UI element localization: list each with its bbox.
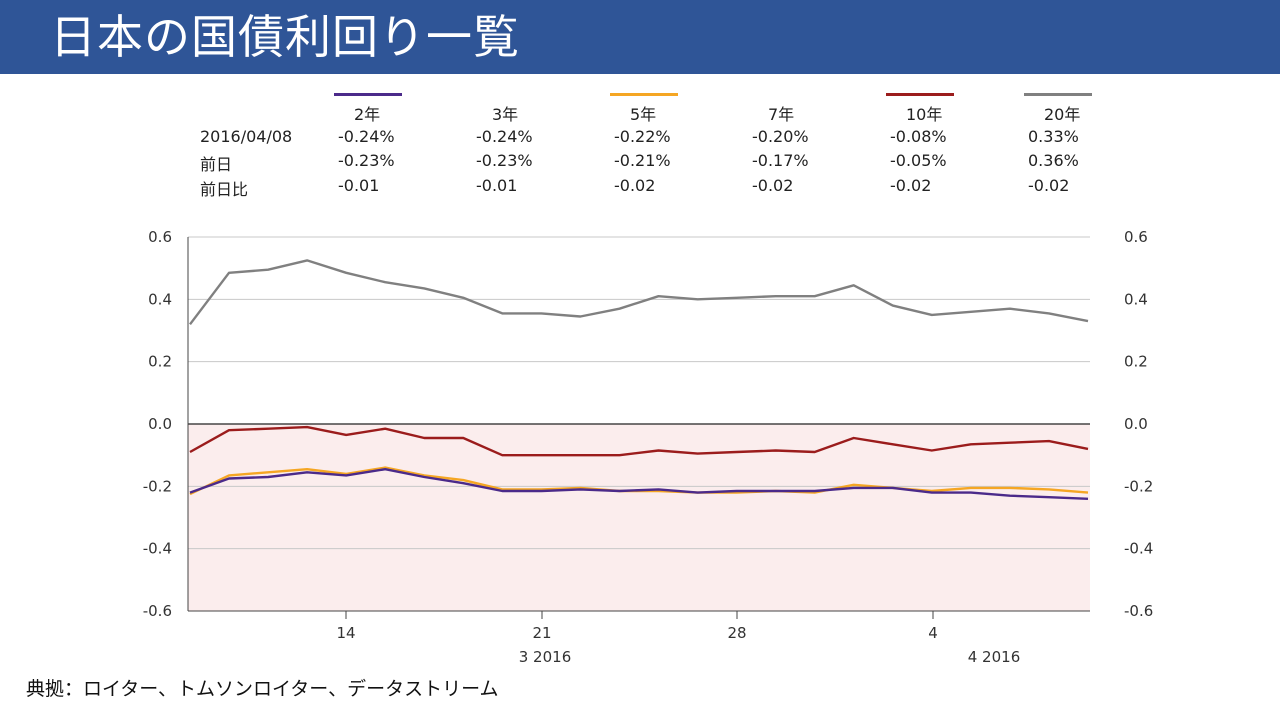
x-tick-label: 28 <box>727 624 746 642</box>
y-tick-label-left: 0.2 <box>148 353 172 371</box>
legend-series-name: 10年 <box>906 105 943 124</box>
yield-chart: 0.6 0.6 0.4 0.4 0.2 0.2 0.0 0.0 -0.2 -0.2 -0.4 -0.4… <box>143 228 1154 666</box>
y-tick-label-left: 0.4 <box>148 290 172 308</box>
legend-cell: 0.33% <box>1028 127 1079 146</box>
x-tick-label: 21 <box>532 624 551 642</box>
y-tick-label-left: -0.2 <box>143 477 172 495</box>
y-tick-label-left: -0.4 <box>143 540 172 558</box>
legend-cell: -0.02 <box>752 176 794 195</box>
legend-series-name: 20年 <box>1044 105 1081 124</box>
legend-cell: -0.08% <box>890 127 947 146</box>
legend-cell: -0.02 <box>890 176 932 195</box>
x-tick-label: 14 <box>336 624 355 642</box>
y-tick-label-right: -0.6 <box>1124 602 1153 620</box>
legend-series-name: 5年 <box>630 105 657 124</box>
legend-swatch <box>610 93 678 96</box>
y-tick-label-right: 0.6 <box>1124 228 1148 246</box>
legend-cell: -0.22% <box>614 127 671 146</box>
legend-cell: -0.20% <box>752 127 809 146</box>
negative-region <box>188 424 1090 611</box>
y-tick-label-left: -0.6 <box>143 602 172 620</box>
series-line <box>189 468 1089 500</box>
legend-cell: -0.01 <box>476 176 518 195</box>
page-title: 日本の国債利回り一覧 <box>50 10 520 64</box>
y-tick-label-right: 0.0 <box>1124 415 1148 433</box>
y-tick-label-right: 0.2 <box>1124 353 1148 371</box>
legend-series-name: 3年 <box>492 105 519 124</box>
legend-cell: -0.17% <box>752 151 809 170</box>
title-bar: 日本の国債利回り一覧 <box>0 0 1280 74</box>
month-label: 4 2016 <box>968 648 1021 666</box>
series-line <box>189 259 1089 326</box>
legend-cell: -0.24% <box>476 127 533 146</box>
legend-cell: 0.36% <box>1028 151 1079 170</box>
legend-series-name: 2年 <box>354 105 381 124</box>
legend-cell: -0.01 <box>338 176 380 195</box>
legend-row-label: 前日比 <box>200 180 249 199</box>
y-tick-label-right: -0.2 <box>1124 477 1153 495</box>
y-tick-label-left: 0.6 <box>148 228 172 246</box>
legend-row-label: 前日 <box>200 155 233 174</box>
legend-cell: -0.23% <box>476 151 533 170</box>
legend-cell: -0.05% <box>890 151 947 170</box>
legend-cell: -0.24% <box>338 127 395 146</box>
legend-swatch <box>886 93 954 96</box>
legend-series-name: 7年 <box>768 105 795 124</box>
legend-table: 2年 3年 5年 7年 10年 20年 2016/04/08 -0.24% -0.24% -0.2… <box>0 0 1280 210</box>
y-tick-label-right: -0.4 <box>1124 540 1153 558</box>
y-tick-label-left: 0.0 <box>148 415 172 433</box>
month-label: 3 2016 <box>519 648 572 666</box>
legend-cell: -0.02 <box>614 176 656 195</box>
legend-swatch <box>334 93 402 96</box>
legend-row-label: 2016/04/08 <box>200 127 293 146</box>
legend-swatch <box>1024 93 1092 96</box>
y-tick-label-right: 0.4 <box>1124 290 1148 308</box>
legend-cell: -0.23% <box>338 151 395 170</box>
source-note: 典拠：ロイター、トムソンロイター、データストリーム <box>26 678 499 700</box>
series-line <box>189 425 1089 457</box>
x-tick-label: 4 <box>928 624 938 642</box>
legend-cell: -0.21% <box>614 151 671 170</box>
legend-cell: -0.02 <box>1028 176 1070 195</box>
